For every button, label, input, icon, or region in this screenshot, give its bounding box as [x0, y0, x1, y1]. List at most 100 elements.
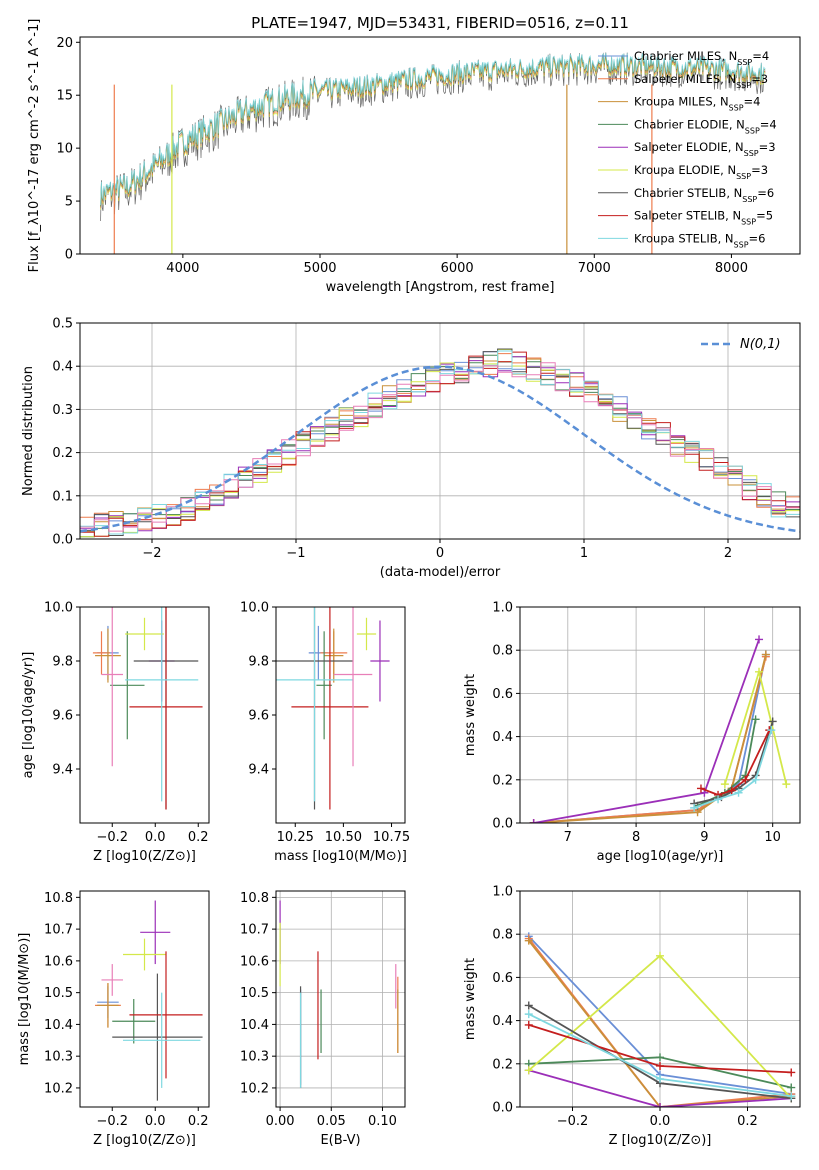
- x-axis-label: Z [log10(Z/Z⊙)]: [93, 849, 196, 864]
- plot-area-age_vs_z: [92, 607, 203, 810]
- plot-area-weight_vs_age: [529, 635, 791, 823]
- y-tick-label: 9.8: [52, 655, 73, 670]
- plot-area-mass_vs_z: [95, 900, 203, 1101]
- y-tick-label: 10.0: [240, 601, 269, 616]
- y-axis-label: mass weight: [463, 674, 478, 756]
- figure-title: PLATE=1947, MJD=53431, FIBERID=0516, z=0…: [251, 14, 629, 32]
- x-tick-label: 0.2: [737, 1114, 758, 1129]
- x-tick-label: 10.50: [325, 830, 362, 845]
- y-tick-label: 10.2: [44, 1081, 73, 1096]
- weight-line: [533, 654, 767, 823]
- weight-marker: [529, 819, 538, 823]
- x-axis-label: (data-model)/error: [380, 565, 501, 580]
- frame-mass_vs_ebv: 0.00 0.05 0.10 10.2 10.3 10.4 10.5 10.6 10.7 10.8…: [240, 890, 406, 1148]
- y-tick-label: 10.7: [44, 923, 73, 938]
- y-tick-label: 10.4: [240, 1018, 269, 1033]
- x-tick-label: 10.75: [373, 830, 410, 845]
- normal-curve: [80, 365, 800, 533]
- x-tick-label: 0.0: [145, 830, 166, 845]
- histogram-step: [80, 351, 800, 537]
- x-axis-label: age [log10(age/yr)]: [597, 849, 724, 864]
- spectrum-line: [100, 55, 766, 209]
- y-tick-label: 15: [56, 89, 73, 104]
- weight-marker: [727, 786, 736, 795]
- y-tick-label: 0.6: [492, 971, 513, 986]
- weight-marker: [734, 788, 743, 797]
- spectrum-legend: Chabrier MILES, NSSP=4 Salpeter MILES, NS…: [598, 49, 777, 249]
- weight-marker: [524, 1066, 533, 1075]
- y-tick-label: 0.4: [52, 360, 73, 375]
- weight-line: [533, 654, 767, 823]
- legend-label: Chabrier MILES, NSSP=4: [634, 49, 769, 67]
- weight-marker: [787, 1083, 796, 1092]
- y-tick-label: 0.0: [492, 817, 513, 832]
- spectrum-line: [100, 52, 766, 206]
- x-axis-label: Z [log10(Z/Z⊙)]: [609, 1133, 712, 1148]
- y-tick-label: 0: [65, 248, 73, 263]
- weight-marker: [656, 1074, 664, 1083]
- axes-frame: [79, 36, 801, 255]
- weight-marker: [656, 1061, 664, 1070]
- y-axis-label: Normed distribution: [21, 366, 36, 496]
- y-tick-label: 10.5: [44, 986, 73, 1001]
- x-tick-label: 0.0: [650, 1114, 671, 1129]
- axes-frame: [275, 890, 406, 1108]
- x-tick-label: 8000: [715, 261, 748, 276]
- weight-marker: [767, 726, 776, 735]
- axes-age_vs_mass: 10.25 10.50 10.75 9.4 9.6 9.8 10.0 mass [log10(…: [240, 601, 410, 865]
- y-tick-label: 10.8: [44, 891, 73, 906]
- y-tick-label: 0.8: [492, 644, 513, 659]
- plot-area-residuals: [80, 348, 800, 538]
- weight-marker: [787, 1068, 796, 1077]
- spectrum-line: [100, 54, 766, 207]
- x-tick-label: −1: [286, 546, 305, 561]
- y-tick-label: 9.8: [248, 655, 269, 670]
- weight-marker: [696, 784, 705, 793]
- legend-label: N(0,1): [740, 337, 781, 352]
- weight-marker: [656, 951, 664, 960]
- axes-mass_vs_ebv: 0.00 0.05 0.10 10.2 10.3 10.4 10.5 10.6 10.7 10.8…: [240, 890, 406, 1148]
- frame-weight_vs_z: −0.2 0.0 0.2 0.0 0.2 0.4 0.6 0.8 1.0 Z [log10(Z/Z…: [463, 885, 801, 1148]
- plot-area-weight_vs_z: [524, 932, 796, 1107]
- weight-marker: [755, 667, 764, 676]
- weight-marker: [524, 1001, 533, 1010]
- axes-weight_vs_z: −0.2 0.0 0.2 0.0 0.2 0.4 0.6 0.8 1.0 Z [log10(Z/Z…: [463, 885, 801, 1148]
- legend-label: Salpeter STELIB, NSSP=5: [634, 209, 773, 227]
- weight-marker: [524, 1020, 533, 1029]
- x-tick-label: 7: [564, 830, 572, 845]
- y-tick-label: 0.0: [492, 1101, 513, 1116]
- y-axis-label: mass weight: [463, 958, 478, 1040]
- spectrum-line: [100, 57, 766, 210]
- y-tick-label: 0.0: [52, 533, 73, 548]
- histogram-step: [80, 362, 800, 532]
- y-tick-label: 9.6: [52, 709, 73, 724]
- x-tick-label: 2: [724, 546, 732, 561]
- x-tick-label: −0.2: [557, 1114, 589, 1129]
- weight-marker: [768, 717, 777, 726]
- x-tick-label: 6000: [441, 261, 474, 276]
- frame-age_vs_mass: 10.25 10.50 10.75 9.4 9.6 9.8 10.0 mass [log10(…: [240, 601, 410, 865]
- legend-label: Salpeter MILES, NSSP=3: [634, 72, 768, 90]
- axes-frame: [519, 606, 801, 824]
- axes-residuals: −2 −1 0 1 2 0.0 0.1 0.2 0.3 0.4 0.5 (data-model)/er…: [21, 317, 801, 580]
- axes-spectrum: 4000 5000 6000 7000 8000 0 5 10 15 20 wavelength […: [27, 19, 801, 295]
- frame-residuals: −2 −1 0 1 2 0.0 0.1 0.2 0.3 0.4 0.5 (data-model)/er…: [21, 317, 801, 580]
- legend-label: Kroupa ELODIE, NSSP=3: [634, 163, 768, 181]
- y-tick-label: 0.5: [52, 317, 73, 332]
- legend-label: Salpeter ELODIE, NSSP=3: [634, 140, 776, 158]
- x-axis-label: E(B-V): [320, 1133, 360, 1148]
- y-tick-label: 5: [65, 195, 73, 210]
- y-tick-label: 10: [56, 142, 73, 157]
- axes-age_vs_z: −0.2 0.0 0.2 9.4 9.6 9.8 10.0 Z [log10(Z/Z⊙)] ag…: [21, 601, 210, 864]
- weight-marker: [787, 1092, 796, 1101]
- weight-marker: [755, 635, 764, 644]
- weight-marker: [524, 1010, 533, 1019]
- x-tick-label: −0.2: [96, 830, 128, 845]
- y-tick-label: 0.2: [492, 773, 513, 788]
- y-tick-label: 10.6: [240, 954, 269, 969]
- y-tick-label: 1.0: [492, 885, 513, 900]
- y-axis-label: mass [log10(M/M⊙)]: [17, 933, 32, 1066]
- x-tick-label: 0.2: [188, 830, 209, 845]
- x-tick-label: 10: [764, 830, 781, 845]
- x-tick-label: 9: [700, 830, 708, 845]
